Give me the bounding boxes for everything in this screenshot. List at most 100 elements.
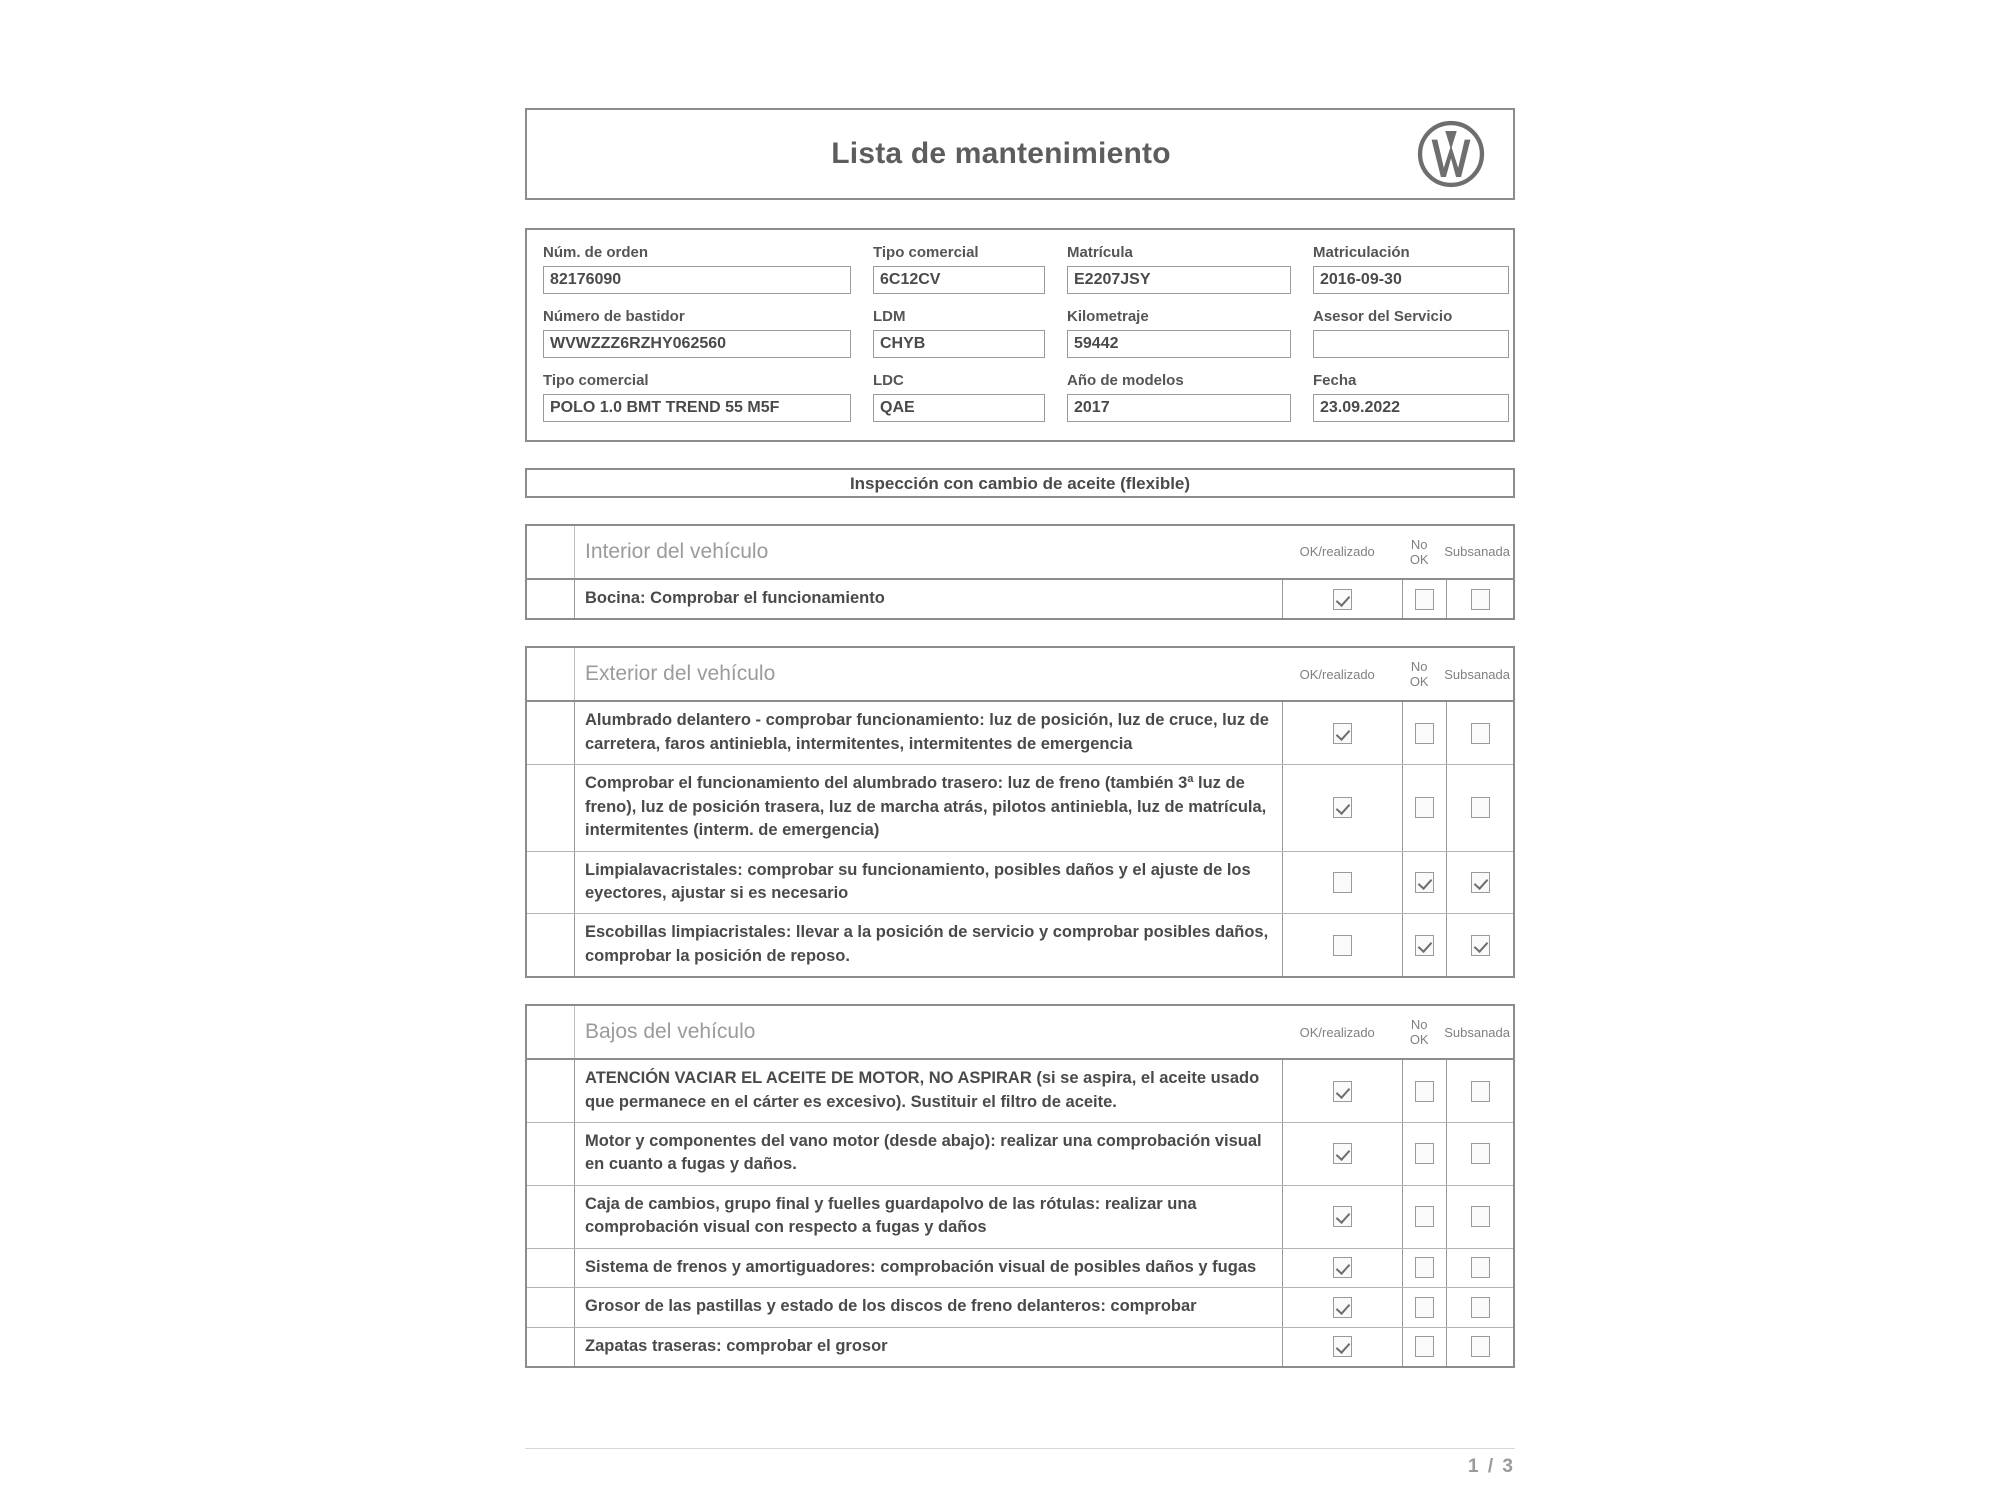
checkbox-cell-no-ok: [1403, 1327, 1447, 1367]
checkbox-ok[interactable]: [1333, 1080, 1352, 1102]
checkbox-cell-no-ok: [1403, 765, 1447, 851]
checkbox-subsanada[interactable]: [1470, 1080, 1490, 1102]
checklist-item-label: Sistema de frenos y amortiguadores: comp…: [575, 1248, 1283, 1288]
checkbox-ok[interactable]: [1333, 934, 1352, 956]
checkbox-no-ok[interactable]: [1415, 1336, 1434, 1358]
field-value[interactable]: QAE: [873, 394, 1045, 422]
field-numero-de-bastidor: Número de bastidor WVWZZZ6RZHY062560: [543, 308, 851, 358]
field-value[interactable]: 2016-09-30: [1313, 266, 1509, 294]
column-header-no-ok: No OK: [1409, 536, 1429, 567]
field-value[interactable]: 6C12CV: [873, 266, 1045, 294]
checkbox-cell-subsanada: [1447, 1249, 1513, 1287]
checkbox-cell-no-ok: [1403, 851, 1447, 914]
checkbox-cell-no-ok: [1403, 1248, 1447, 1288]
item-gutter: [527, 914, 575, 977]
item-gutter: [527, 580, 575, 619]
checkbox-ok[interactable]: [1333, 1296, 1352, 1318]
checklist-item-label: Grosor de las pastillas y estado de los …: [575, 1288, 1283, 1327]
checkbox-ok[interactable]: [1333, 1206, 1352, 1228]
field-value[interactable]: 59442: [1067, 330, 1291, 358]
volkswagen-logo-icon: [1417, 120, 1485, 188]
checkbox-no-ok[interactable]: [1415, 1080, 1434, 1102]
checklist-item-label: Zapatas traseras: comprobar el grosor: [575, 1327, 1283, 1367]
checkbox-subsanada[interactable]: [1470, 871, 1490, 893]
checkbox-subsanada[interactable]: [1470, 797, 1490, 819]
checkbox-ok[interactable]: [1333, 722, 1352, 744]
checklist-item-row: Limpialavacristales: comprobar su funcio…: [527, 851, 1513, 915]
checkbox-no-ok[interactable]: [1415, 934, 1434, 956]
field-label: Número de bastidor: [543, 308, 685, 325]
checkbox-cell-subsanada: [1447, 1328, 1513, 1366]
checkbox-cell-ok: [1283, 1248, 1403, 1288]
checkbox-cell-no-ok: [1403, 580, 1447, 619]
column-header-no-ok: No OK: [1409, 1016, 1429, 1048]
field-label: Año de modelos: [1067, 372, 1184, 389]
section-gutter: [527, 648, 575, 701]
checkbox-ok[interactable]: [1333, 871, 1352, 893]
checkbox-no-ok[interactable]: [1415, 722, 1434, 744]
field-matricula: Matrícula E2207JSY: [1067, 244, 1291, 294]
field-value[interactable]: WVWZZZ6RZHY062560: [543, 330, 851, 358]
field-value[interactable]: E2207JSY: [1067, 266, 1291, 294]
checkbox-cell-no-ok: [1403, 1288, 1447, 1327]
checkbox-subsanada[interactable]: [1470, 1143, 1490, 1165]
checkbox-cell-ok: [1283, 1288, 1403, 1327]
checklist-item-row: ATENCIÓN VACIAR EL ACEITE DE MOTOR, NO A…: [527, 1060, 1513, 1124]
checkbox-ok[interactable]: [1333, 1143, 1352, 1165]
checkbox-cell-ok: [1283, 1185, 1403, 1248]
checklist-item-label: Escobillas limpiacristales: llevar a la …: [575, 914, 1283, 977]
checkbox-subsanada[interactable]: [1470, 1336, 1490, 1358]
checklist-item-label: Motor y componentes del vano motor (desd…: [575, 1123, 1283, 1185]
checklist-item-row: Sistema de frenos y amortiguadores: comp…: [527, 1248, 1513, 1289]
column-header-subsanada: Subsanada: [1444, 1024, 1510, 1040]
checkbox-no-ok[interactable]: [1415, 1143, 1434, 1165]
checkbox-cell-subsanada: [1447, 580, 1513, 618]
checklist-item-label: Bocina: Comprobar el funcionamiento: [575, 580, 1283, 619]
section-header-row: Exterior del vehículo OK/realizado No OK Su…: [527, 648, 1513, 703]
checkbox-no-ok[interactable]: [1415, 1296, 1434, 1318]
section-title: Exterior del vehículo: [585, 662, 776, 686]
field-ldm: LDM CHYB: [873, 308, 1045, 358]
checklist-item-row: Motor y componentes del vano motor (desd…: [527, 1123, 1513, 1186]
checkbox-no-ok[interactable]: [1415, 1206, 1434, 1228]
section-header-row: Bajos del vehículo OK/realizado No OK Subsa…: [527, 1006, 1513, 1061]
item-gutter: [527, 1123, 575, 1185]
checkbox-no-ok[interactable]: [1415, 1257, 1434, 1279]
checkbox-cell-subsanada: [1447, 1186, 1513, 1248]
section-gutter: [527, 1006, 575, 1059]
field-value[interactable]: 2017: [1067, 394, 1291, 422]
field-tipo-comercial-name: Tipo comercial POLO 1.0 BMT TREND 55 M5F: [543, 372, 851, 422]
checkbox-ok[interactable]: [1333, 588, 1352, 610]
checkbox-subsanada[interactable]: [1470, 1257, 1490, 1279]
field-ano-de-modelos: Año de modelos 2017: [1067, 372, 1291, 422]
checkbox-cell-subsanada: [1447, 852, 1513, 914]
checkbox-subsanada[interactable]: [1470, 588, 1490, 610]
checkbox-no-ok[interactable]: [1415, 797, 1434, 819]
field-label: Tipo comercial: [543, 372, 649, 389]
page-title: Lista de mantenimiento: [831, 137, 1171, 170]
checkbox-ok[interactable]: [1333, 797, 1352, 819]
checkbox-subsanada[interactable]: [1470, 1206, 1490, 1228]
column-header-no-ok: No OK: [1409, 659, 1429, 690]
column-header-ok: OK/realizado: [1299, 666, 1375, 682]
checkbox-subsanada[interactable]: [1470, 1296, 1490, 1318]
field-fecha: Fecha 23.09.2022: [1313, 372, 1509, 422]
checkbox-no-ok[interactable]: [1415, 588, 1434, 610]
field-value[interactable]: 82176090: [543, 266, 851, 294]
checkbox-cell-ok: [1283, 1327, 1403, 1367]
field-label: Matriculación: [1313, 244, 1410, 261]
checklist-item-row: Zapatas traseras: comprobar el grosor: [527, 1327, 1513, 1367]
field-value[interactable]: 23.09.2022: [1313, 394, 1509, 422]
checkbox-cell-subsanada: [1447, 914, 1513, 976]
field-value[interactable]: CHYB: [873, 330, 1045, 358]
checkbox-ok[interactable]: [1333, 1336, 1352, 1358]
checkbox-subsanada[interactable]: [1470, 934, 1490, 956]
checklist-item-label: Alumbrado delantero - comprobar funciona…: [575, 702, 1283, 765]
checkbox-ok[interactable]: [1333, 1257, 1352, 1279]
field-value[interactable]: [1313, 330, 1509, 358]
checkbox-subsanada[interactable]: [1470, 722, 1490, 744]
checkbox-no-ok[interactable]: [1415, 871, 1434, 893]
checklist-item-label: Comprobar el funcionamiento del alumbrad…: [575, 765, 1283, 851]
field-row: Número de bastidor WVWZZZ6RZHY062560 LDM…: [543, 308, 1509, 358]
field-value[interactable]: POLO 1.0 BMT TREND 55 M5F: [543, 394, 851, 422]
